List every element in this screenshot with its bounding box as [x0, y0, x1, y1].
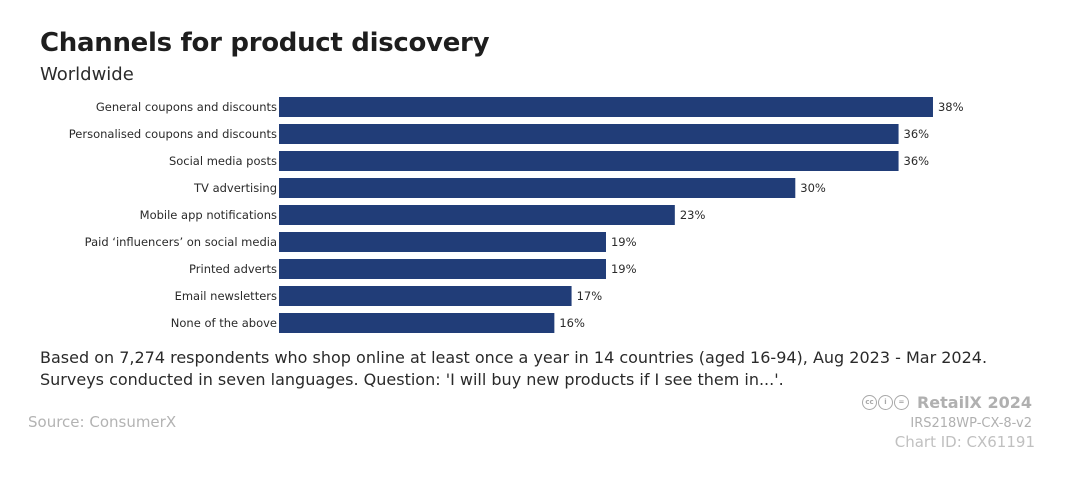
- bar: [279, 97, 933, 117]
- value-label: 19%: [611, 262, 637, 276]
- chart-code: IRS218WP-CX-8-v2: [910, 416, 1032, 431]
- by-icon: i: [877, 395, 893, 410]
- category-label: Personalised coupons and discounts: [69, 127, 277, 141]
- category-label: Social media posts: [169, 154, 277, 168]
- methodology-note: Based on 7,274 respondents who shop onli…: [40, 348, 988, 389]
- bar: [279, 205, 675, 225]
- bar: [279, 232, 606, 252]
- category-label: Paid ‘influencers’ on social media: [85, 235, 277, 249]
- bar: [279, 259, 606, 279]
- category-label: Email newsletters: [175, 289, 277, 303]
- chart-title: Channels for product discovery: [40, 28, 490, 58]
- source-text: Source: ConsumerX: [28, 413, 177, 431]
- value-label: 30%: [800, 181, 826, 195]
- category-label: General coupons and discounts: [96, 100, 277, 114]
- value-label: 36%: [904, 154, 930, 168]
- chart-id: Chart ID: CX61191: [894, 433, 1035, 451]
- nd-icon: =: [893, 395, 909, 410]
- bar: [279, 151, 899, 171]
- category-label: Printed adverts: [189, 262, 277, 276]
- category-label: Mobile app notifications: [140, 208, 277, 222]
- brand-name: RetailX 2024: [916, 393, 1032, 412]
- value-label: 38%: [938, 100, 964, 114]
- bar-chart: General coupons and discounts 38% Personal…: [69, 97, 964, 333]
- value-label: 36%: [904, 127, 930, 141]
- value-label: 23%: [680, 208, 706, 222]
- brand-row: cc i = RetailX 2024: [861, 393, 1032, 412]
- cc-icon: cc: [861, 395, 877, 410]
- value-label: 17%: [577, 289, 603, 303]
- value-label: 19%: [611, 235, 637, 249]
- bar: [279, 124, 899, 144]
- category-label: None of the above: [171, 316, 277, 330]
- chart-subtitle: Worldwide: [40, 64, 134, 85]
- category-label: TV advertising: [193, 181, 277, 195]
- bar: [279, 313, 555, 333]
- bar: [279, 178, 796, 198]
- creative-commons-icon: cc i =: [861, 395, 909, 410]
- value-label: 16%: [559, 316, 585, 330]
- bar: [279, 286, 572, 306]
